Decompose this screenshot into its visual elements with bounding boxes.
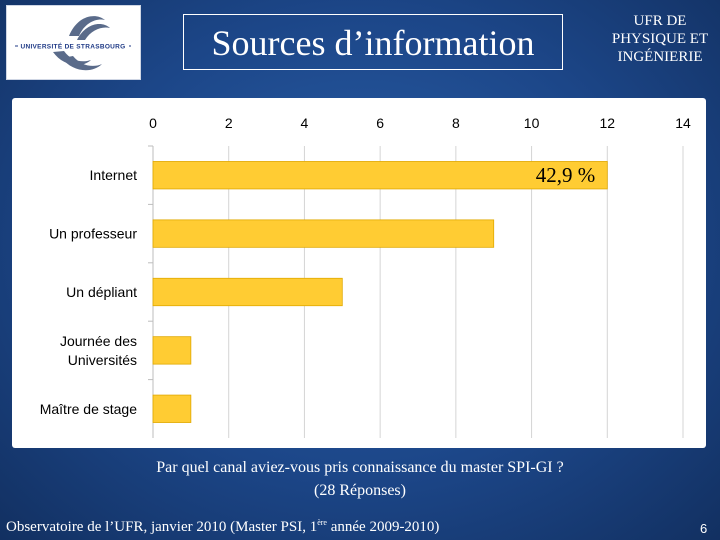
caption-question: Par quel canal aviez-vous pris connaissa… xyxy=(156,459,564,476)
strasbourg-logo-icon: UNIVERSITÉ DE STRASBOURG xyxy=(15,16,131,71)
caption-responses: (28 Réponses) xyxy=(314,482,406,499)
title-box: Sources d’information xyxy=(183,14,563,70)
page-title: Sources d’information xyxy=(211,23,535,63)
ufr-label-line3: INGÉNIERIE xyxy=(617,49,703,65)
category-label: Un professeur xyxy=(49,226,137,242)
x-tick-label: 12 xyxy=(599,115,615,131)
category-label: Internet xyxy=(90,167,138,183)
x-tick-label: 8 xyxy=(452,115,460,131)
ufr-label-line2: PHYSIQUE ET xyxy=(611,31,709,47)
footer-superscript: ère xyxy=(317,518,327,527)
x-tick-label: 14 xyxy=(675,115,691,131)
ufr-label-line1: UFR DE xyxy=(633,13,687,29)
x-tick-label: 10 xyxy=(524,115,540,131)
chart-caption: Par quel canal aviez-vous pris connaissa… xyxy=(0,456,720,502)
bar xyxy=(152,161,608,190)
chart-panel: 0 2 4 6 8 10 12 14 Internet Un professeur Un dépli… xyxy=(12,98,706,448)
university-logo: UNIVERSITÉ DE STRASBOURG xyxy=(6,5,141,80)
category-label: Maître de stage xyxy=(40,401,137,417)
footer-text-end: année 2009-2010) xyxy=(326,519,440,535)
x-tick-label: 4 xyxy=(301,115,309,131)
ufr-label: UFR DE PHYSIQUE ET INGÉNIERIE xyxy=(600,12,720,66)
x-tick-label: 0 xyxy=(149,115,157,131)
annotation-label: 42,9 % xyxy=(536,163,596,187)
footer-text-start: Observatoire de l’UFR, janvier 2010 (Mas… xyxy=(6,519,318,535)
logo-text: UNIVERSITÉ DE STRASBOURG xyxy=(20,42,125,51)
bar-chart: 0 2 4 6 8 10 12 14 Internet Un professeur Un dépli… xyxy=(40,115,691,438)
x-tick-label: 2 xyxy=(225,115,233,131)
bar xyxy=(152,394,192,423)
x-tick-label: 6 xyxy=(376,115,384,131)
bar xyxy=(152,336,192,365)
page-number: 6 xyxy=(700,521,708,536)
footer-text: Observatoire de l’UFR, janvier 2010 (Mas… xyxy=(6,518,439,536)
category-label: Un dépliant xyxy=(66,284,137,300)
bar xyxy=(152,219,495,248)
bar xyxy=(152,277,343,307)
category-label: Journée des Universités xyxy=(60,333,137,368)
